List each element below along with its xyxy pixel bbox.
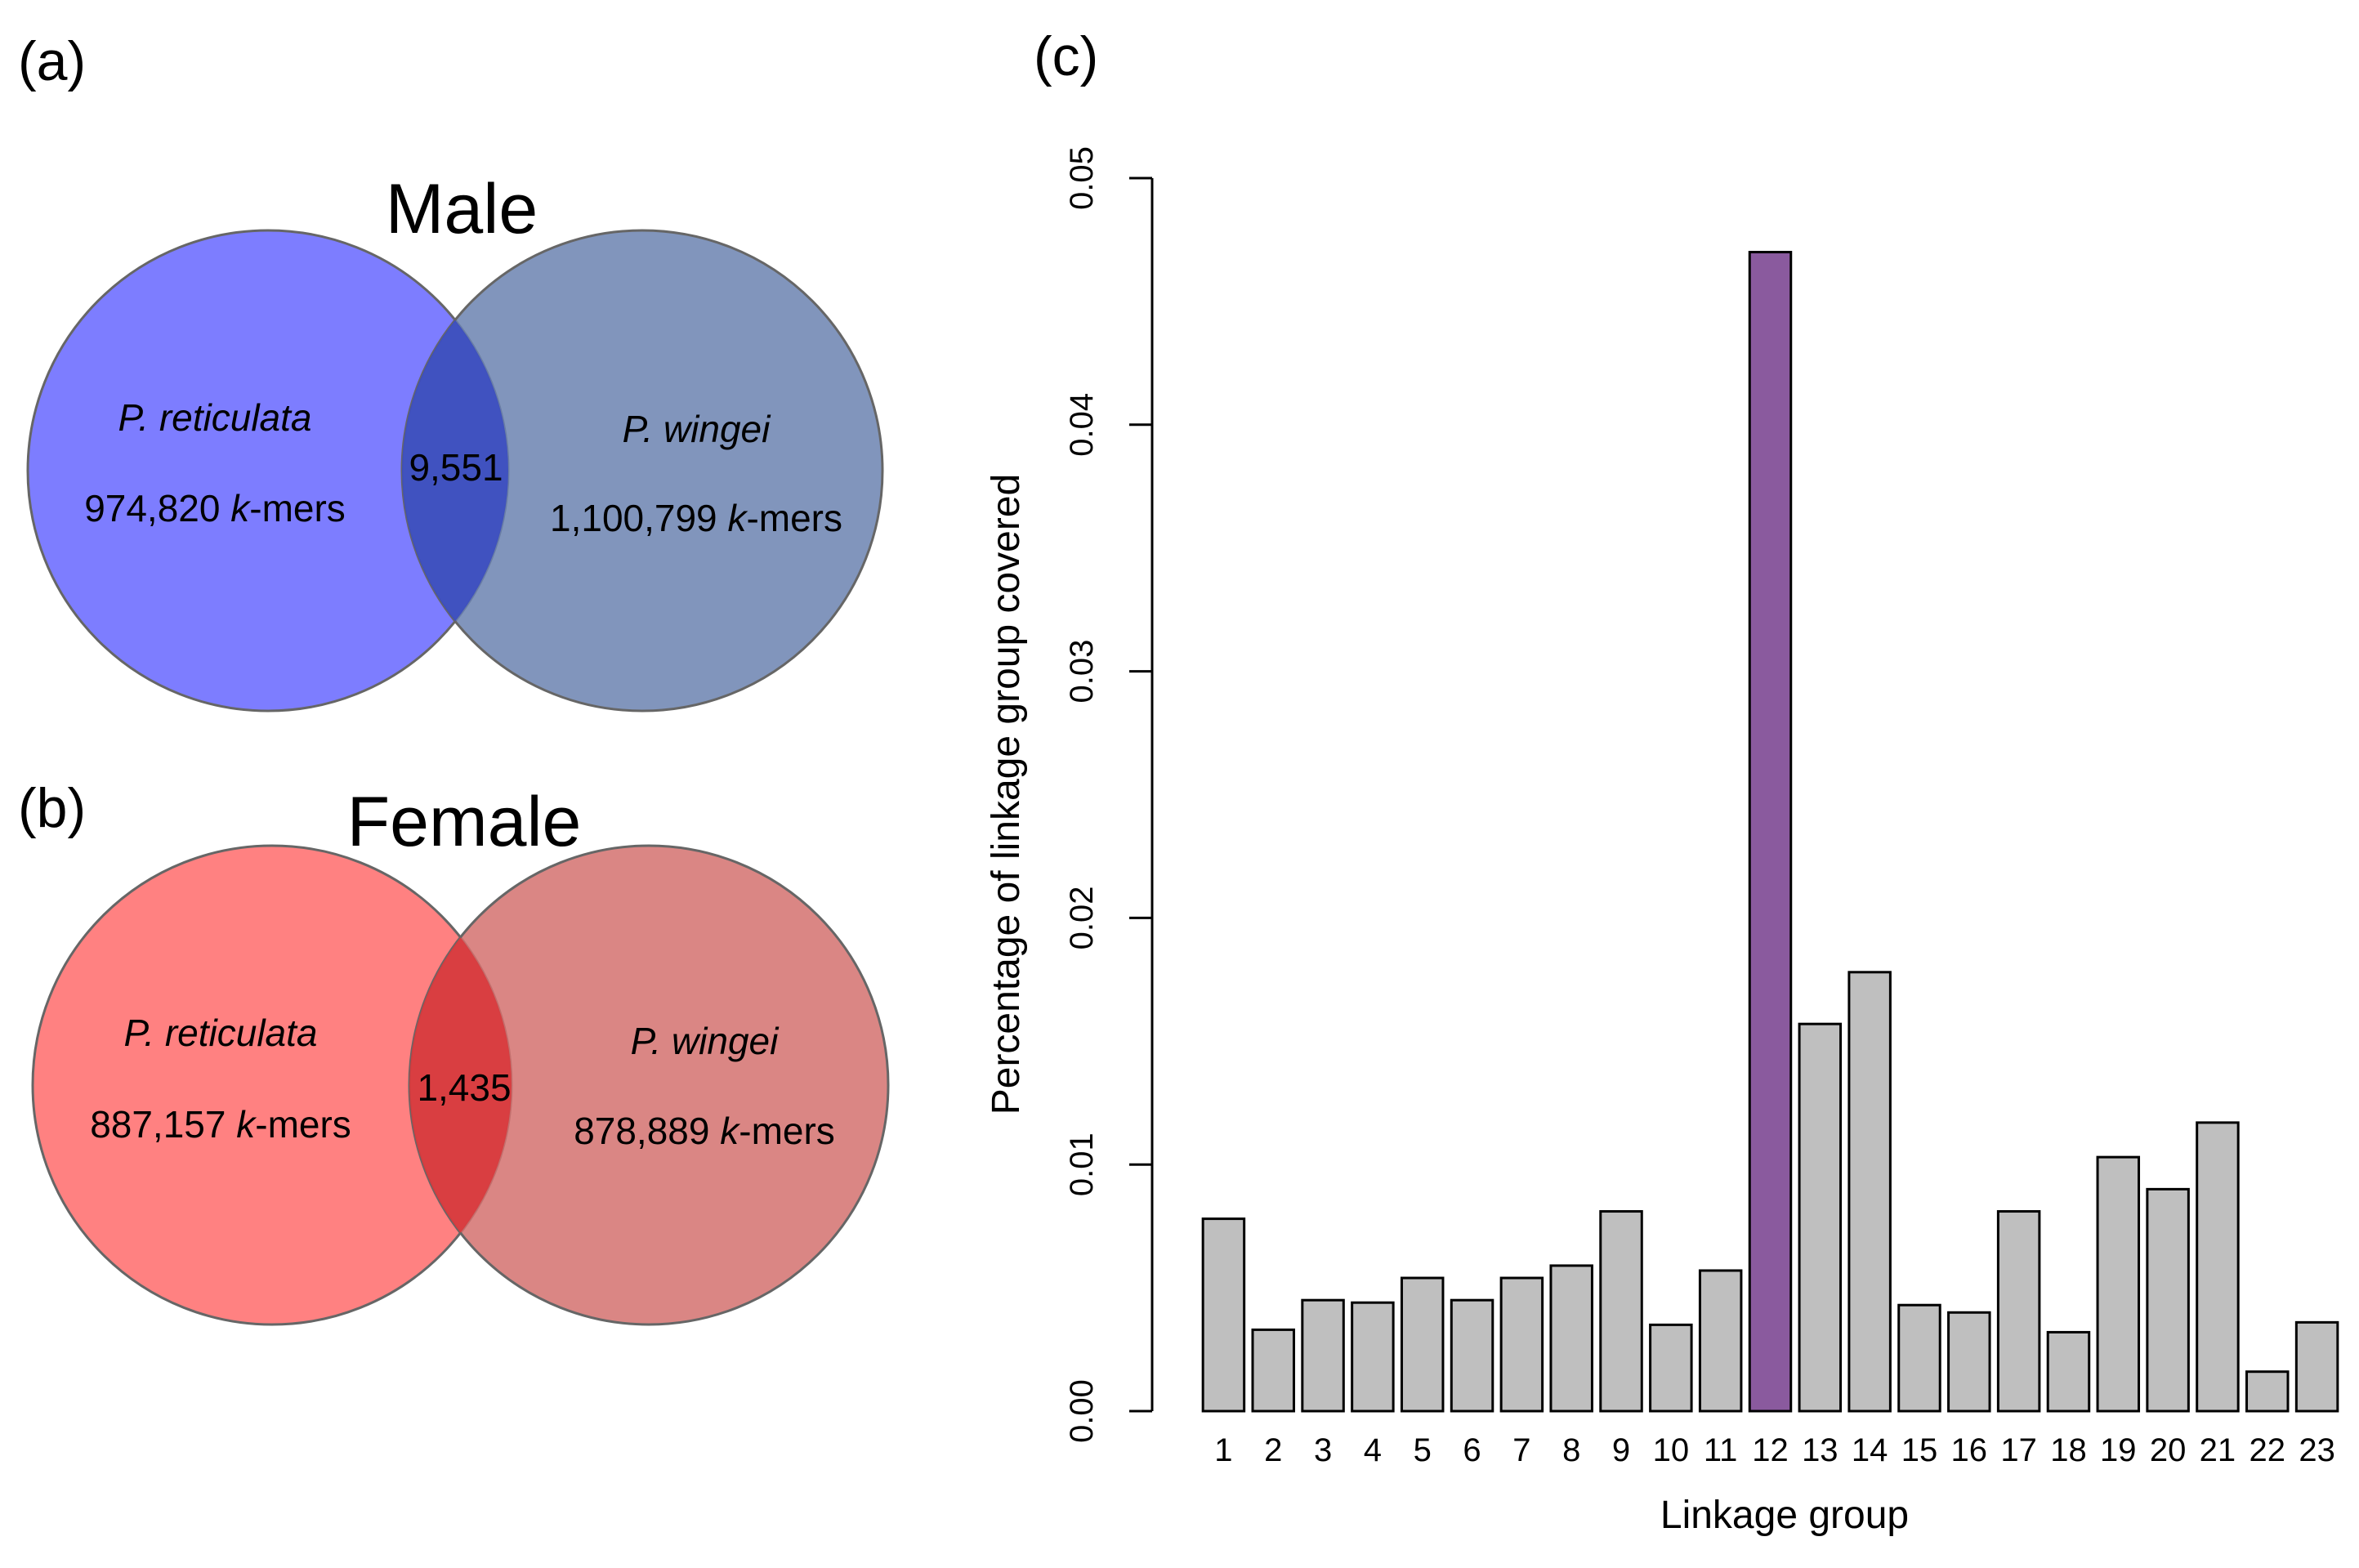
x-tick-label-11: 11 [1704,1432,1738,1468]
bar-lg-19 [2096,1155,2141,1413]
x-axis-title: Linkage group [1660,1494,1909,1537]
bar-lg-5 [1400,1276,1445,1413]
bar-lg-3 [1301,1298,1345,1413]
panel-c-label: (c) [1034,25,1098,87]
venn-b-left-count: 887,157 k-mers [90,1103,351,1146]
x-tick-label-10: 10 [1653,1432,1690,1468]
venn-b-right-count: 878,889 k-mers [574,1110,835,1152]
bar-lg-16 [1947,1311,1991,1413]
venn-b-overlap-count: 1,435 [417,1066,511,1109]
x-tick-label-4: 4 [1364,1432,1382,1468]
bar-lg-20 [2146,1187,2190,1413]
x-tick-label-1: 1 [1214,1432,1232,1468]
x-tick-label-17: 17 [2000,1432,2037,1468]
x-tick-label-19: 19 [2100,1432,2137,1468]
x-tick-label-15: 15 [1901,1432,1938,1468]
x-tick-label-18: 18 [2050,1432,2087,1468]
bar-lg-15 [1897,1303,1941,1413]
venn-a-left-species: P. reticulata [118,396,312,439]
x-tick-labels: 1 2 3 4 5 6 7 8 9 10 11 12 13 14 15 16 17 18 19 20 21 22 23 [1214,1432,2335,1468]
venn-b-right-species: P. wingei [631,1020,780,1062]
y-tick-label: 0.05 [1064,146,1100,210]
x-tick-label-16: 16 [1951,1432,1988,1468]
x-tick-label-13: 13 [1802,1432,1839,1468]
x-tick-label-23: 23 [2299,1432,2335,1468]
y-tick-label: 0.03 [1064,640,1100,704]
venn-a-title: Male [386,170,538,248]
venn-a-right-count: 1,100,799 k-mers [550,497,842,539]
x-tick-label-3: 3 [1314,1432,1332,1468]
bar-lg-23 [2294,1320,2339,1413]
bar-lg-9 [1599,1210,1643,1413]
x-tick-label-7: 7 [1512,1432,1530,1468]
bar-lg-10 [1649,1323,1693,1413]
bar-lg-22 [2245,1370,2290,1413]
bar-lg-8 [1549,1264,1593,1413]
venn-a-overlap-count: 9,551 [409,446,503,489]
bar-lg-1 [1201,1217,1246,1413]
bar-lg-7 [1499,1276,1544,1413]
y-axis-title: Percentage of linkage group covered [985,474,1028,1115]
bar-lg-6 [1450,1298,1494,1413]
panel-a: (a) Male P. reticulata 974,820 k-mers P.… [18,30,884,713]
bar-lg-14 [1847,971,1892,1413]
x-tick-label-2: 2 [1264,1432,1282,1468]
panel-b: (b) Female P. reticulata 887,157 k-mers … [18,777,890,1326]
x-tick-label-8: 8 [1562,1432,1580,1468]
x-tick-label-22: 22 [2250,1432,2286,1468]
x-tick-label-5: 5 [1414,1432,1432,1468]
y-axis: 0.00 0.01 0.02 0.03 0.04 0.05 [1064,146,1154,1443]
x-tick-label-9: 9 [1612,1432,1630,1468]
panel-a-label: (a) [18,30,86,92]
x-tick-label-14: 14 [1852,1432,1888,1468]
bar-lg-2 [1251,1328,1295,1413]
panel-c: (c) Percentage of linkage group covered … [985,25,2339,1537]
venn-a-left-count: 974,820 k-mers [84,487,346,529]
bar-lg-21 [2196,1121,2240,1413]
y-tick-label: 0.02 [1064,886,1100,949]
bar-lg-4 [1351,1301,1395,1413]
venn-a-right-species: P. wingei [623,408,772,450]
x-tick-label-20: 20 [2150,1432,2187,1468]
bars [1201,251,2339,1413]
bar-lg-18 [2046,1330,2091,1413]
x-tick-label-12: 12 [1752,1432,1789,1468]
bar-lg-17 [1996,1210,2041,1413]
y-tick-label: 0.01 [1064,1132,1100,1196]
x-tick-label-21: 21 [2200,1432,2236,1468]
venn-b-title: Female [347,783,582,861]
bar-lg-11 [1698,1269,1743,1413]
y-tick-label: 0.00 [1064,1379,1100,1443]
panel-b-label: (b) [18,777,86,839]
y-tick-label: 0.04 [1064,393,1100,457]
bar-lg-12 [1748,251,1793,1413]
x-tick-label-6: 6 [1463,1432,1481,1468]
bar-lg-13 [1798,1022,1843,1413]
venn-b-left-species: P. reticulata [124,1012,318,1054]
